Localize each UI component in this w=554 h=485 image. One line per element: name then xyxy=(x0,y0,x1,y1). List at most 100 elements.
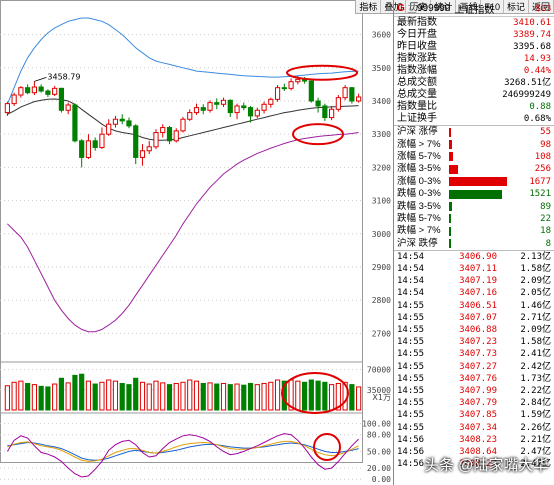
candle-body xyxy=(322,105,328,119)
candle-body xyxy=(4,103,10,114)
volume-bar xyxy=(112,380,119,411)
candle-body xyxy=(160,127,166,134)
candle-body xyxy=(166,127,173,142)
volume-bar xyxy=(65,382,71,411)
tick-price: 3407.11 xyxy=(459,264,497,275)
candle-body xyxy=(200,107,206,111)
distribution-count: 98 xyxy=(540,139,551,150)
menu-icon[interactable]: 三 xyxy=(407,4,417,16)
tick-row: 14:56 3408.23 2.21亿 xyxy=(394,434,554,446)
volume-bar xyxy=(295,380,301,411)
tick-list[interactable]: 14:54 3406.90 2.13亿 14:54 3407.11 1.58亿 14:54 3… xyxy=(394,249,554,470)
candle-body xyxy=(261,103,267,111)
kline-chart[interactable]: 2700 2800 2900 3000 3100 3200 3300 3400 3500 3600… xyxy=(0,0,393,485)
distribution-label: 跌幅 3-5% xyxy=(397,200,441,212)
tick-volume: 1.59亿 xyxy=(520,410,551,421)
highlight-circle-volume xyxy=(281,372,349,414)
tick-time: 14:55 xyxy=(397,325,425,336)
summary-table: 最新指数 3410.61 今日开盘 3389.74 昨日收盘 3395.68 指数涨跌 14.… xyxy=(394,17,554,125)
distribution-label: 涨幅 3-5% xyxy=(397,163,441,175)
candle-body xyxy=(308,80,314,102)
tick-time: 14:55 xyxy=(397,337,425,348)
distribution-table: 沪深 涨停 55 涨幅 > 7% 98 涨幅 5-7% 108 涨幅 3-5% 256 涨幅 0… xyxy=(394,125,554,250)
volume-bar xyxy=(38,385,44,411)
tick-row: 14:55 3407.27 2.42亿 xyxy=(394,361,554,373)
tick-volume: 2.47亿 xyxy=(520,459,551,470)
tick-time: 14:56 xyxy=(397,434,425,445)
volume-bar xyxy=(126,384,132,411)
candle-body xyxy=(139,150,146,158)
boll-lower-line xyxy=(7,132,359,333)
summary-row: 上证换手 0.68% xyxy=(394,113,554,125)
tick-volume: 2.13亿 xyxy=(520,251,551,262)
price-tick-label: 3000 xyxy=(372,230,391,239)
summary-label: 指数量比 xyxy=(397,101,437,112)
candle-body xyxy=(247,107,254,117)
tick-volume: 1.73亿 xyxy=(520,373,551,384)
summary-label: 今日开盘 xyxy=(397,29,437,40)
distribution-bar xyxy=(449,226,451,236)
distribution-row: 涨幅 0-3% 1677 xyxy=(394,176,554,188)
tick-price: 3406.88 xyxy=(459,325,497,336)
distribution-label: 涨幅 0-3% xyxy=(397,175,441,187)
tick-price: 3407.85 xyxy=(459,410,497,421)
tick-row: 14:55 3407.07 2.71亿 xyxy=(394,312,554,324)
distribution-label: 沪深 跌停 xyxy=(397,237,438,249)
distribution-bar xyxy=(449,177,507,187)
tick-price: 3407.27 xyxy=(459,361,497,372)
candle-body xyxy=(349,87,355,102)
toolbar-button-7[interactable]: 返回 xyxy=(529,0,554,13)
index-code: 999999 xyxy=(417,2,451,14)
summary-row: 最新指数 3410.61 xyxy=(394,17,554,29)
volume-bar xyxy=(308,379,314,411)
toolbar-button-5[interactable]: F10 xyxy=(481,0,504,13)
toolbar-button-0[interactable]: 指标 xyxy=(356,0,382,13)
tick-price: 3408.64 xyxy=(459,446,497,457)
candle-body xyxy=(38,86,44,92)
tick-row: 14:55 3407.34 2.26亿 xyxy=(394,422,554,434)
candle-body xyxy=(288,81,294,89)
toolbar-button-2[interactable]: 历史 xyxy=(406,0,432,13)
tick-row: 14:55 3407.99 2.22亿 xyxy=(394,385,554,397)
distribution-row: 沪深 跌停 8 xyxy=(394,238,554,250)
tick-price: 3406.51 xyxy=(459,300,497,311)
flag-label: G xyxy=(397,2,405,14)
summary-value: 14.93 xyxy=(523,54,551,64)
toolbar-button-6[interactable]: 标记 xyxy=(504,0,529,13)
tick-time: 14:55 xyxy=(397,385,425,396)
tick-price: 3407.19 xyxy=(459,276,497,287)
distribution-count: 89 xyxy=(540,201,551,212)
volume-bar xyxy=(241,384,247,411)
distribution-bar xyxy=(449,164,458,174)
kdj-tick-label: 20.00 xyxy=(367,464,391,473)
distribution-row: 跌幅 3-5% 89 xyxy=(394,200,554,212)
toolbar-button-4[interactable]: 画线 xyxy=(456,0,482,13)
tick-price: 3407.23 xyxy=(459,337,497,348)
summary-row: 指数涨幅 0.44% xyxy=(394,65,554,77)
distribution-count: 22 xyxy=(540,213,551,224)
candle-body xyxy=(58,87,65,111)
volume-bar xyxy=(72,374,78,411)
kdj-tick-label: 80.00 xyxy=(367,431,391,440)
volume-bar xyxy=(11,381,17,411)
kline-chart-area[interactable]: 2700 2800 2900 3000 3100 3200 3300 3400 3500 3600… xyxy=(0,0,393,485)
tick-price: 3407.73 xyxy=(459,349,497,360)
volume-bar xyxy=(227,384,233,411)
summary-label: 昨日收盘 xyxy=(397,41,437,52)
index-quote-panel: G 三 999999 上证指数 $G3 最新指数 3410.61 今日开盘 3389.… xyxy=(393,0,554,485)
volume-bar xyxy=(335,382,341,411)
distribution-bar xyxy=(449,140,452,150)
tick-volume: 2.26亿 xyxy=(520,422,551,433)
distribution-count: 8 xyxy=(545,238,551,249)
volume-bar xyxy=(207,382,213,411)
volume-bar xyxy=(153,380,159,411)
toolbar-button-3[interactable]: 统计 xyxy=(431,0,457,13)
distribution-label: 涨幅 5-7% xyxy=(397,150,441,162)
volume-bar xyxy=(92,383,98,411)
tick-volume: 1.58亿 xyxy=(520,337,551,348)
kdj-tick-label: 100.00 xyxy=(362,420,391,429)
tick-price: 3407.79 xyxy=(459,398,497,409)
price-tick-label: 3400 xyxy=(372,97,391,106)
summary-label: 总成交额 xyxy=(397,77,437,88)
watermark: 头条 @陆家嘴大华 xyxy=(424,457,549,474)
